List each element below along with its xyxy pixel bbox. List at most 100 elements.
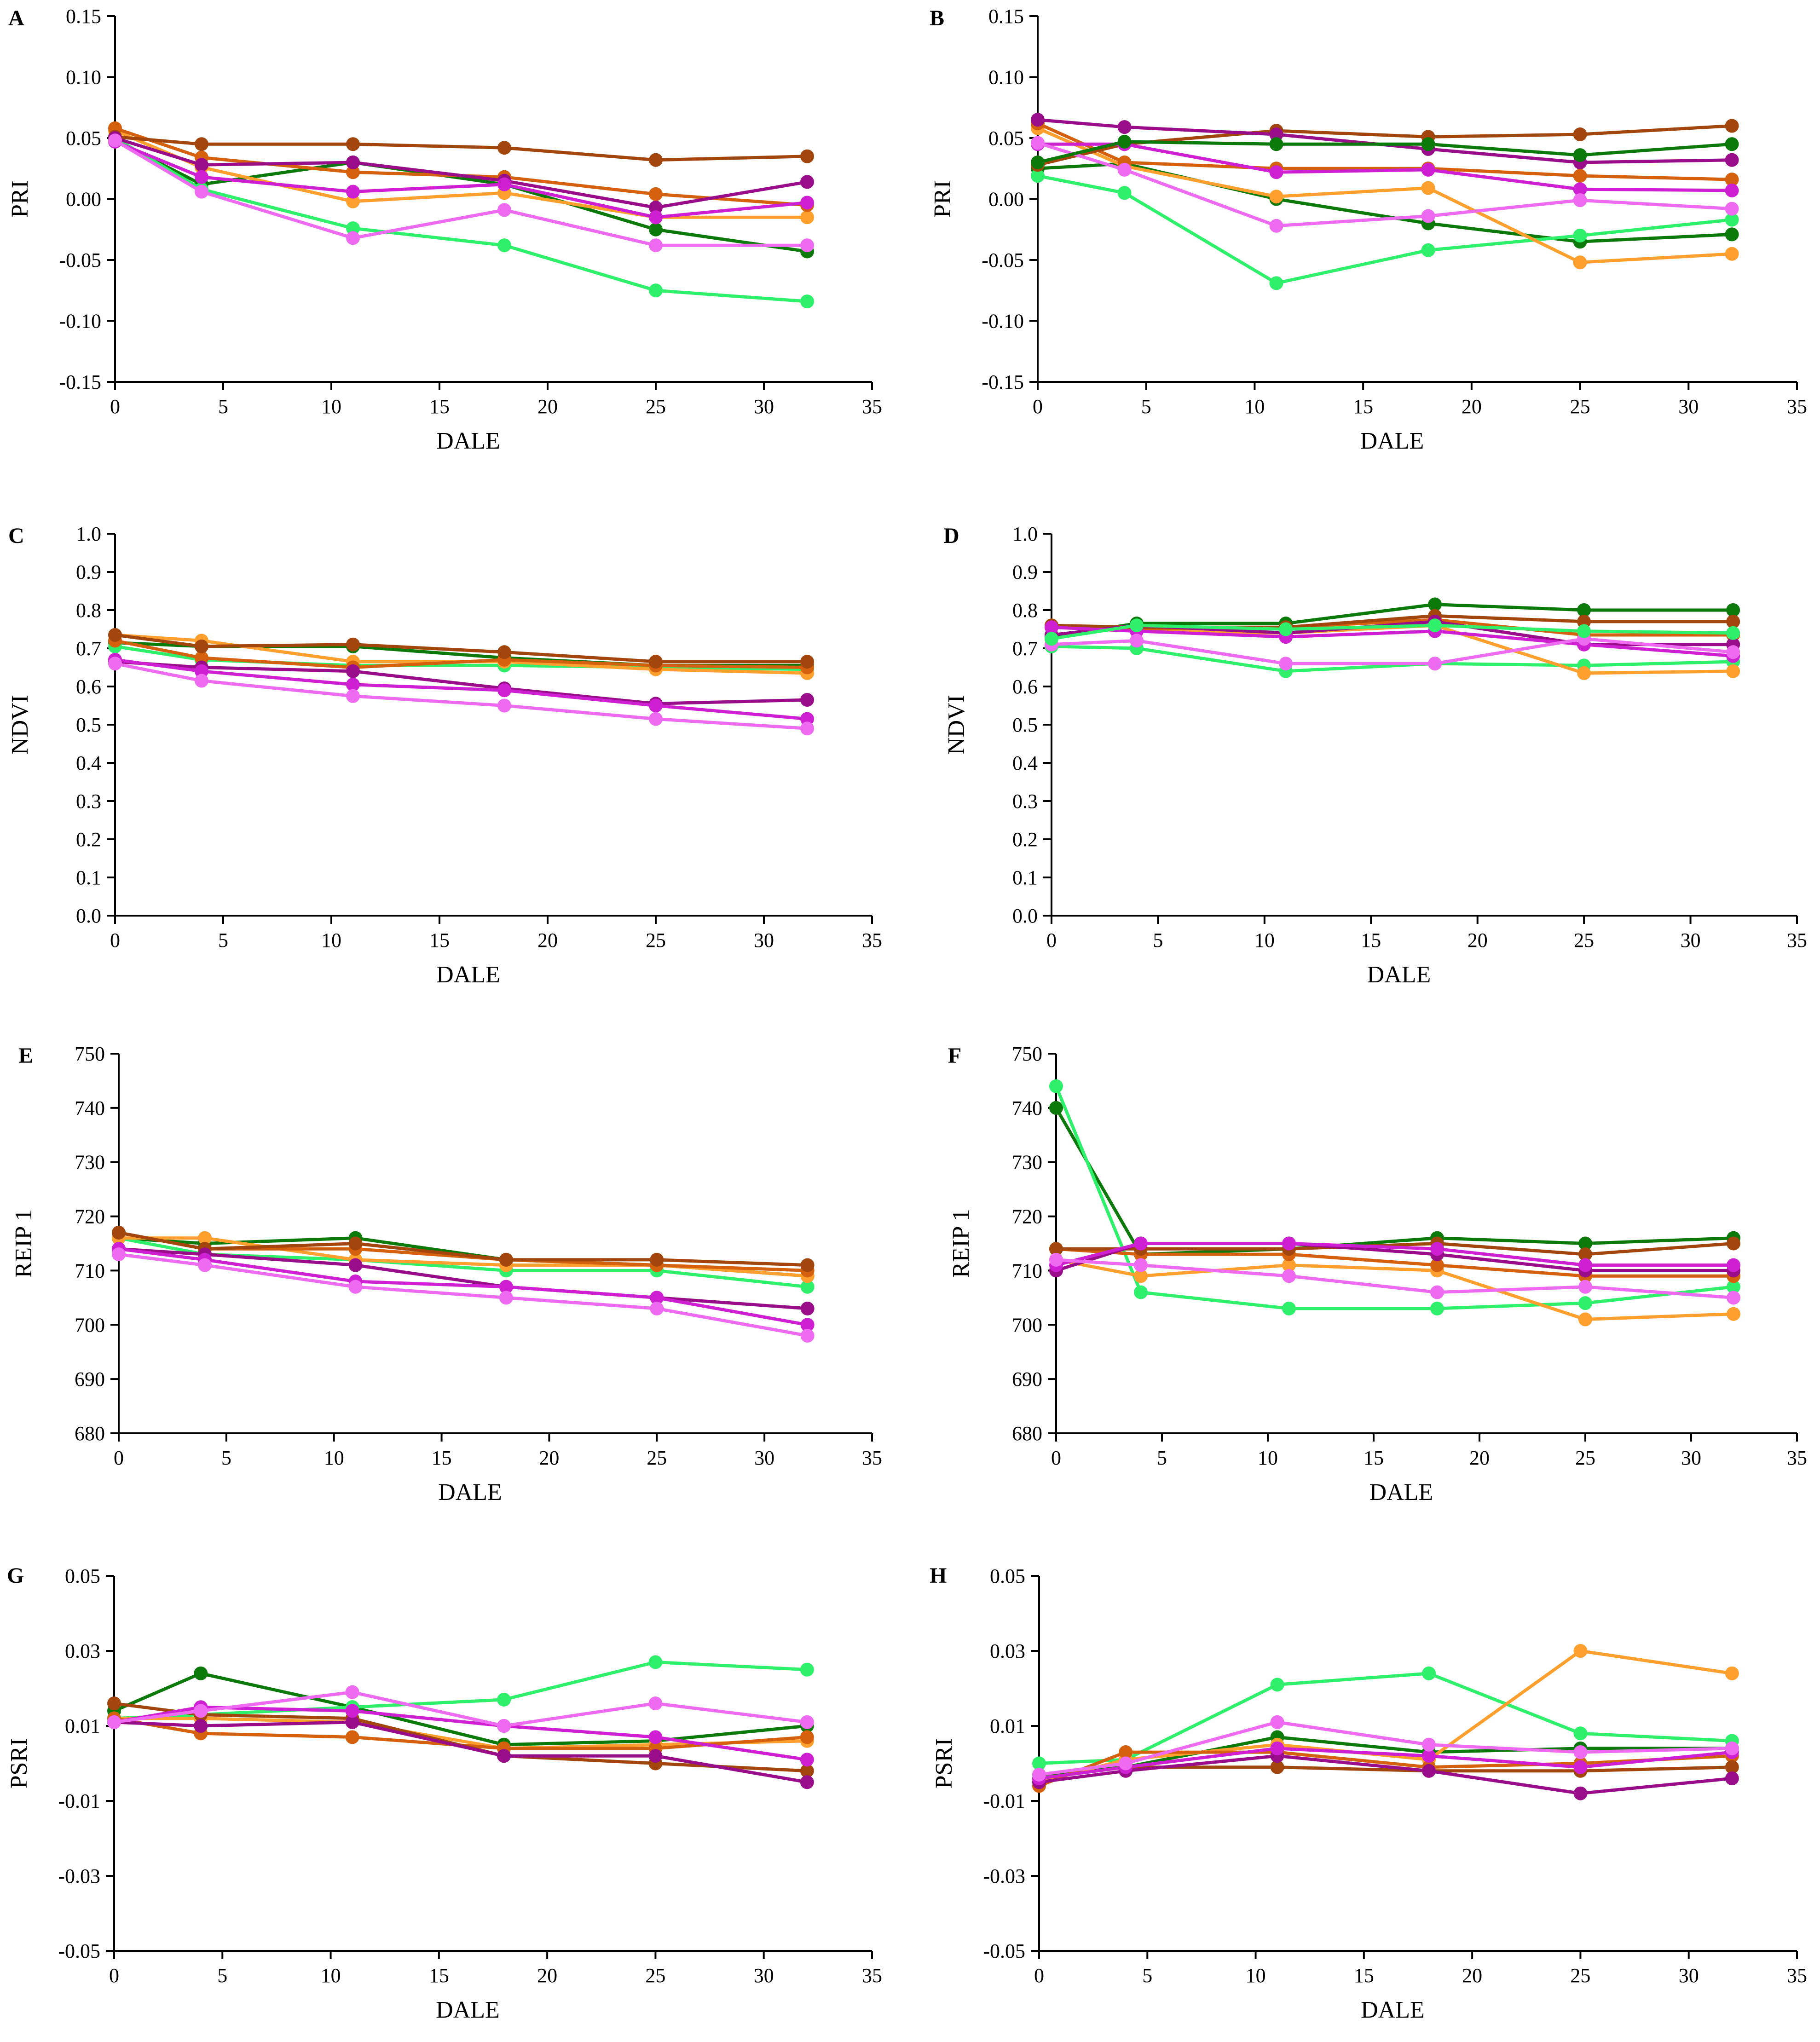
y-tick-label: -0.05 (982, 249, 1024, 271)
data-point-orange (346, 194, 360, 208)
x-tick-label: 20 (1462, 395, 1482, 418)
data-point-orange (1577, 666, 1591, 680)
x-tick-label: 30 (1681, 929, 1701, 952)
data-point-light-green (1578, 1296, 1592, 1310)
data-point-light-green (1130, 618, 1144, 633)
series-line-pink (112, 1690, 809, 1728)
data-point-magenta (650, 1291, 664, 1305)
x-tick-label: 25 (1575, 1447, 1595, 1469)
data-point-magenta (195, 664, 208, 678)
x-tick-label: 0 (1033, 395, 1043, 418)
series-line-burnt-orange (1054, 1247, 1735, 1278)
data-point-magenta (800, 196, 814, 210)
data-point-brown (112, 1225, 126, 1240)
data-point-magenta (497, 683, 511, 698)
x-tick-label: 20 (537, 1964, 557, 1987)
y-tick-label: 690 (1012, 1368, 1042, 1390)
data-point-pink (345, 1685, 359, 1699)
y-tick-label: 750 (75, 1043, 105, 1065)
x-tick-label: 30 (754, 395, 774, 418)
series-line-light-green (113, 645, 809, 671)
y-tick-label: 0.00 (988, 188, 1024, 211)
data-point-dark-magenta (348, 1258, 363, 1272)
data-point-light-green (1031, 169, 1045, 183)
x-tick-label: 25 (646, 929, 666, 952)
data-point-magenta (1422, 1749, 1436, 1763)
x-tick-label: 5 (217, 1964, 227, 1987)
data-point-burnt-orange (195, 651, 208, 665)
series-line-orange (112, 1717, 809, 1750)
data-point-dark-magenta (1422, 1764, 1436, 1778)
series-line-magenta (1037, 1747, 1734, 1780)
series-line-magenta (113, 658, 809, 721)
data-point-magenta (800, 1318, 815, 1332)
series-line-dark-green (1036, 140, 1734, 164)
chart-panel-h: H -0.05 -0.03 -0.01 0.01 0.03 0.05 0 5 10 15 20 25 30… (930, 1563, 1807, 2023)
data-point-brown (800, 149, 814, 163)
data-point-dark-green (1117, 134, 1132, 149)
data-point-dark-green (1573, 148, 1587, 162)
data-point-brown (1573, 127, 1587, 142)
chart-panel-a: A -0.15 -0.10 -0.05 0.00 0.05 0.10 0.15 0 5 10 15 20… (7, 5, 882, 454)
y-tick-label: 0.2 (1012, 828, 1038, 851)
data-point-pink (497, 698, 511, 713)
series-line-light-green (117, 1236, 809, 1289)
data-point-light-green (1117, 186, 1132, 200)
data-point-dark-magenta (195, 158, 208, 172)
x-axis-title: DALE (1367, 962, 1431, 988)
data-point-light-green (800, 1662, 814, 1677)
x-tick-label: 30 (1679, 1964, 1699, 1987)
x-tick-label: 30 (754, 1964, 774, 1987)
data-point-dark-magenta (346, 664, 360, 678)
data-point-magenta (499, 1280, 513, 1294)
data-point-orange (198, 1231, 212, 1245)
data-point-pink (346, 689, 360, 703)
data-point-light-green (1269, 276, 1283, 290)
data-point-pink (1032, 1767, 1046, 1782)
series-line-burnt-orange (112, 1717, 809, 1750)
data-point-pink (1422, 1737, 1436, 1752)
y-tick-label: 0.5 (76, 714, 101, 736)
y-tick-label: 720 (1012, 1206, 1042, 1228)
x-tick-label: 5 (1142, 1964, 1152, 1987)
data-point-pink (1049, 1252, 1063, 1267)
data-point-pink (1282, 1269, 1296, 1283)
y-tick-label: -0.05 (983, 1940, 1025, 1962)
y-tick-label: -0.01 (58, 1790, 100, 1812)
series-line-light-green (1050, 623, 1735, 640)
data-point-brown (497, 141, 511, 155)
data-point-dark-magenta (1269, 127, 1283, 142)
y-tick-label: 0.15 (66, 5, 101, 28)
data-point-magenta (346, 677, 360, 692)
y-tick-label: 680 (75, 1422, 105, 1445)
data-point-burnt-orange (800, 1730, 814, 1744)
data-point-dark-green (1269, 137, 1283, 151)
x-tick-label: 10 (1246, 1964, 1266, 1987)
x-tick-label: 20 (1468, 929, 1488, 952)
data-point-magenta (195, 170, 208, 184)
series-line-dark-magenta (1037, 1754, 1734, 1795)
y-tick-label: 730 (1012, 1151, 1042, 1174)
series-line-dark-green (112, 1672, 809, 1747)
y-tick-label: 0.00 (66, 188, 101, 211)
series-line-magenta (117, 1247, 809, 1327)
data-point-brown (1577, 614, 1591, 629)
y-tick-label: 0.03 (65, 1640, 100, 1662)
y-tick-label: -0.10 (59, 310, 101, 333)
x-tick-label: 25 (1570, 395, 1590, 418)
x-tick-label: 35 (1787, 1447, 1807, 1469)
x-tick-label: 25 (646, 395, 666, 418)
y-tick-label: 0.0 (1012, 905, 1038, 927)
x-tick-label: 5 (1153, 929, 1163, 952)
y-tick-label: 0.10 (66, 66, 101, 89)
data-point-burnt-orange (1430, 1258, 1444, 1272)
data-point-burnt-orange (345, 1730, 359, 1744)
y-axis-title: NDVI (7, 695, 33, 755)
data-point-brown (499, 1252, 513, 1267)
data-point-burnt-orange (346, 165, 360, 179)
y-tick-label: 0.5 (1012, 714, 1038, 736)
panel-letter: F (948, 1044, 961, 1068)
data-point-pink (800, 238, 814, 253)
series-line-dark-magenta (112, 1720, 809, 1784)
chart-panel-b: B -0.15 -0.10 -0.05 0.00 0.05 0.10 0.15 0 5 10 15 20… (930, 5, 1807, 454)
